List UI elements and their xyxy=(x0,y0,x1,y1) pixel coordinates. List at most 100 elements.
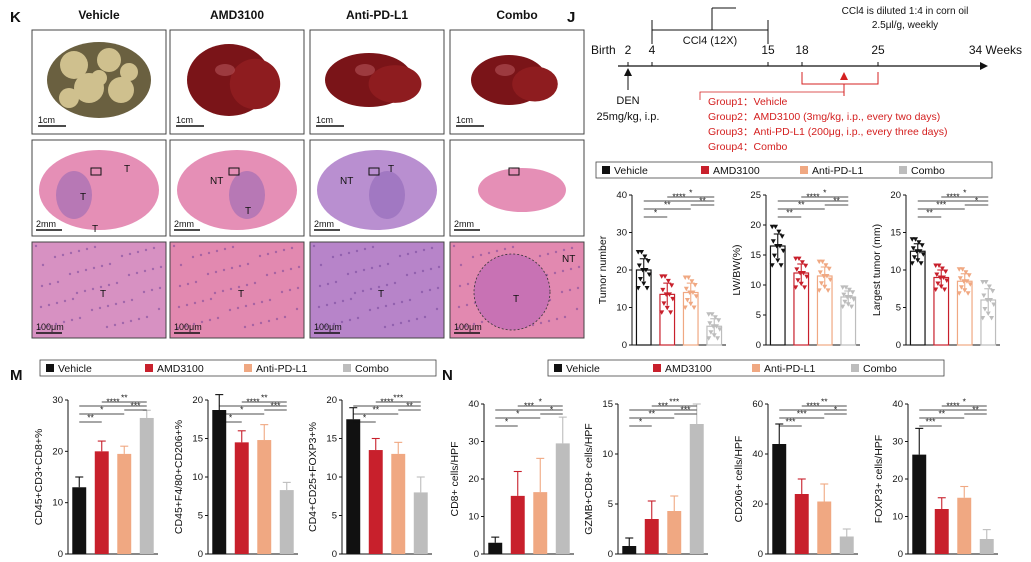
data-point xyxy=(706,312,712,317)
nucleus-dot xyxy=(209,297,213,301)
scale-bar-label: 1cm xyxy=(316,115,333,125)
treatment-group: Group1：Vehicle xyxy=(708,96,788,108)
nucleus-dot xyxy=(61,253,65,257)
nucleus-dot xyxy=(312,244,316,248)
panel-letter-M: M xyxy=(10,367,23,384)
data-point xyxy=(666,292,672,297)
data-point xyxy=(797,271,803,276)
data-point xyxy=(639,250,645,255)
data-point xyxy=(840,304,846,310)
nucleus-dot xyxy=(384,304,388,308)
legend-N: Vehicle AMD3100 Anti-PD-L1 Combo xyxy=(547,359,945,377)
significance-label: **** xyxy=(246,397,260,407)
nucleus-dot xyxy=(283,315,287,319)
y-tick-label: 60 xyxy=(752,399,763,410)
nucleus-dot xyxy=(466,282,470,286)
data-point xyxy=(798,281,804,287)
nucleus-dot xyxy=(495,249,499,253)
nucleus-dot xyxy=(368,308,372,312)
y-tick-label: 0 xyxy=(198,549,203,560)
bar-combo xyxy=(979,539,994,554)
data-point xyxy=(816,259,822,265)
legend-label: Vehicle xyxy=(614,165,648,177)
data-point xyxy=(664,305,670,311)
nucleus-dot xyxy=(91,287,95,291)
nucleus-dot xyxy=(511,245,515,249)
treatment-arrowhead xyxy=(840,72,848,80)
nucleus-dot xyxy=(415,317,419,321)
den-arrowhead xyxy=(624,68,632,76)
liver-photo: 1cm xyxy=(31,29,167,135)
y-tick-label: 30 xyxy=(892,437,903,448)
y-tick-label: 0 xyxy=(896,340,901,351)
panel-k-column-title: Combo xyxy=(496,8,537,22)
y-tick-label: 0 xyxy=(474,549,479,560)
nucleus-dot xyxy=(230,266,234,270)
nucleus-dot xyxy=(192,322,196,326)
nucleus-dot xyxy=(347,251,351,255)
data-point xyxy=(804,274,810,280)
y-tick-label: 15 xyxy=(750,250,761,261)
significance-label: *** xyxy=(131,401,142,411)
nucleus-dot xyxy=(555,317,559,321)
nucleus-dot xyxy=(34,244,38,248)
nucleus-dot xyxy=(39,305,43,309)
nucleus-dot xyxy=(547,319,551,323)
data-point xyxy=(689,279,695,284)
bar-combo xyxy=(413,492,428,554)
he-lowmag: 2mm xyxy=(449,139,585,237)
y-axis-label: CD4+CD25+FOXP3+% xyxy=(307,422,319,532)
significance-label: * xyxy=(834,405,838,415)
data-point xyxy=(816,288,822,293)
nucleus-dot xyxy=(222,268,226,272)
data-point xyxy=(644,286,650,291)
significance-label: *** xyxy=(926,417,937,427)
nucleus-dot xyxy=(54,322,58,326)
nucleus-dot xyxy=(186,282,190,286)
significance-label: *** xyxy=(669,397,680,407)
nucleus-dot xyxy=(120,254,124,258)
bar-amd3100 xyxy=(934,509,949,554)
data-point xyxy=(780,248,786,254)
data-point xyxy=(637,277,643,282)
tumor-nodule xyxy=(108,77,134,103)
treatment-group: Group4：Combo xyxy=(708,141,788,153)
nucleus-dot xyxy=(459,263,463,267)
treatment-bracket xyxy=(801,72,879,85)
nucleus-dot xyxy=(238,264,242,268)
y-tick-label: 40 xyxy=(616,190,627,201)
timeline-tick-label: 4 xyxy=(649,43,656,57)
significance-label: * xyxy=(229,413,233,423)
significance-label: *** xyxy=(658,401,669,411)
legend-label: Anti-PD-L1 xyxy=(764,363,816,375)
legend-swatch xyxy=(752,364,760,372)
data-point xyxy=(944,278,950,283)
bar-combo xyxy=(689,424,704,554)
y-tick-label: 15 xyxy=(890,228,901,239)
nucleus-dot xyxy=(325,303,329,307)
data-point xyxy=(660,287,666,293)
timeline-tick-label: 25 xyxy=(871,43,885,57)
data-point xyxy=(956,291,962,296)
nucleus-dot xyxy=(137,317,141,321)
significance-label: * xyxy=(240,405,244,415)
data-point xyxy=(802,285,808,290)
nucleus-dot xyxy=(399,321,403,325)
nucleus-dot xyxy=(53,255,57,259)
data-point xyxy=(933,263,939,268)
nucleus-dot xyxy=(326,282,330,286)
nucleus-dot xyxy=(115,281,119,285)
y-tick-label: 0 xyxy=(898,549,903,560)
region-label: T xyxy=(238,289,244,300)
region-label: T xyxy=(80,192,86,203)
data-point xyxy=(717,327,723,332)
nucleus-dot xyxy=(398,254,402,258)
panel-letter-N: N xyxy=(442,367,453,384)
legend-swatch xyxy=(602,166,610,174)
y-tick-label: 30 xyxy=(52,395,63,406)
nucleus-dot xyxy=(207,251,211,255)
scale-bar-label: 1cm xyxy=(456,115,473,125)
